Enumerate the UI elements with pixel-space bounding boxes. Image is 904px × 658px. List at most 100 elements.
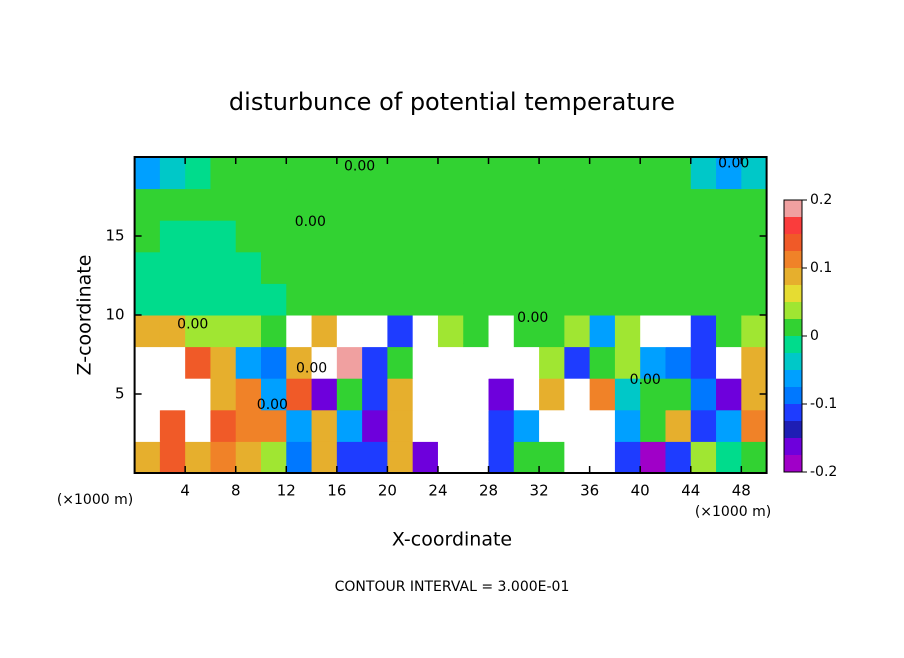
field-cell xyxy=(513,220,540,253)
field-cell xyxy=(690,283,717,316)
field-cell xyxy=(564,409,591,442)
field-cell xyxy=(387,441,414,474)
field-cell xyxy=(463,283,490,316)
field-cell xyxy=(235,378,262,411)
contour-label: 0.00 xyxy=(296,361,327,377)
colorbar-tick-label: 0 xyxy=(810,328,819,344)
contour-label: 0.00 xyxy=(344,158,375,174)
field-cell xyxy=(286,378,313,411)
field-cell xyxy=(614,283,641,316)
x-tick-label: 16 xyxy=(327,482,346,500)
x-tick-label: 4 xyxy=(180,482,190,500)
field-cell xyxy=(235,409,262,442)
x-tick-label: 44 xyxy=(681,482,700,500)
x-tick-label: 36 xyxy=(580,482,599,500)
field-cell xyxy=(311,220,338,253)
field-cell xyxy=(463,441,490,474)
field-cell xyxy=(690,346,717,379)
y-tick-label: 10 xyxy=(106,306,125,324)
field-cell xyxy=(311,378,338,411)
colorbar-segment xyxy=(784,200,802,217)
field-cell xyxy=(741,441,768,474)
field-cell xyxy=(159,315,186,348)
field-cell xyxy=(589,157,616,190)
colorbar-segment xyxy=(784,251,802,268)
field-cell xyxy=(488,220,515,253)
field-cell xyxy=(336,346,363,379)
field-cell xyxy=(286,220,313,253)
x-tick-label: 48 xyxy=(732,482,751,500)
contour-label: 0.00 xyxy=(295,214,326,230)
colorbar-segment xyxy=(784,302,802,319)
field-cell xyxy=(564,315,591,348)
field-cell xyxy=(437,346,464,379)
field-cell xyxy=(741,346,768,379)
x-unit: (×1000 m) xyxy=(695,504,771,520)
colorbar-segment xyxy=(784,336,802,353)
field-cell xyxy=(210,157,237,190)
field-cell xyxy=(235,346,262,379)
field-cell xyxy=(261,188,287,221)
field-cell xyxy=(539,409,565,442)
field-cell xyxy=(362,251,388,284)
contour-label: 0.00 xyxy=(517,310,548,326)
field-cell xyxy=(614,220,641,253)
field-cell xyxy=(311,283,338,316)
field-cell xyxy=(539,251,565,284)
field-cell xyxy=(463,220,490,253)
field-cell xyxy=(589,283,616,316)
field-cell xyxy=(665,283,692,316)
field-cell xyxy=(716,220,742,253)
colorbar-segment xyxy=(784,387,802,404)
colorbar-segment xyxy=(784,268,802,285)
x-tick-label: 12 xyxy=(277,482,296,500)
field-cell xyxy=(716,251,742,284)
field-cell xyxy=(159,441,186,474)
field-cell xyxy=(437,251,464,284)
field-cell xyxy=(716,409,742,442)
field-cell xyxy=(159,409,186,442)
field-cell xyxy=(412,251,439,284)
field-cell xyxy=(463,409,490,442)
field-cell xyxy=(311,315,338,348)
field-cell xyxy=(665,188,692,221)
field-cell xyxy=(614,315,641,348)
field-cell xyxy=(387,346,414,379)
field-cell xyxy=(159,378,186,411)
field-cell xyxy=(690,378,717,411)
field-cell xyxy=(589,441,616,474)
field-cell xyxy=(539,157,565,190)
field-cell xyxy=(261,378,287,411)
field-cell xyxy=(235,251,262,284)
field-cell xyxy=(362,188,388,221)
field-cell xyxy=(665,251,692,284)
field-cell xyxy=(185,315,211,348)
field-cell xyxy=(741,251,768,284)
field-cell xyxy=(412,441,439,474)
field-cell xyxy=(336,441,363,474)
field-cell xyxy=(488,441,515,474)
field-cell xyxy=(690,220,717,253)
field-cell xyxy=(210,346,237,379)
field-cell xyxy=(336,220,363,253)
field-cell xyxy=(311,251,338,284)
y-tick-label: 15 xyxy=(106,227,125,245)
field-cell xyxy=(362,283,388,316)
colorbar-tick-label: -0.1 xyxy=(810,396,837,412)
y-unit: (×1000 m) xyxy=(57,492,133,508)
field-cell xyxy=(640,188,666,221)
field-cell xyxy=(513,283,540,316)
x-tick-label: 8 xyxy=(231,482,241,500)
field-cell xyxy=(185,283,211,316)
field-cell xyxy=(716,441,742,474)
field-cell xyxy=(437,409,464,442)
field-cell xyxy=(513,378,540,411)
field-cell xyxy=(539,315,565,348)
field-cell xyxy=(564,346,591,379)
field-cell xyxy=(488,251,515,284)
contour-label: 0.00 xyxy=(718,155,749,171)
field-cell xyxy=(311,409,338,442)
field-cell xyxy=(589,409,616,442)
field-cell xyxy=(564,220,591,253)
field-cell xyxy=(665,346,692,379)
